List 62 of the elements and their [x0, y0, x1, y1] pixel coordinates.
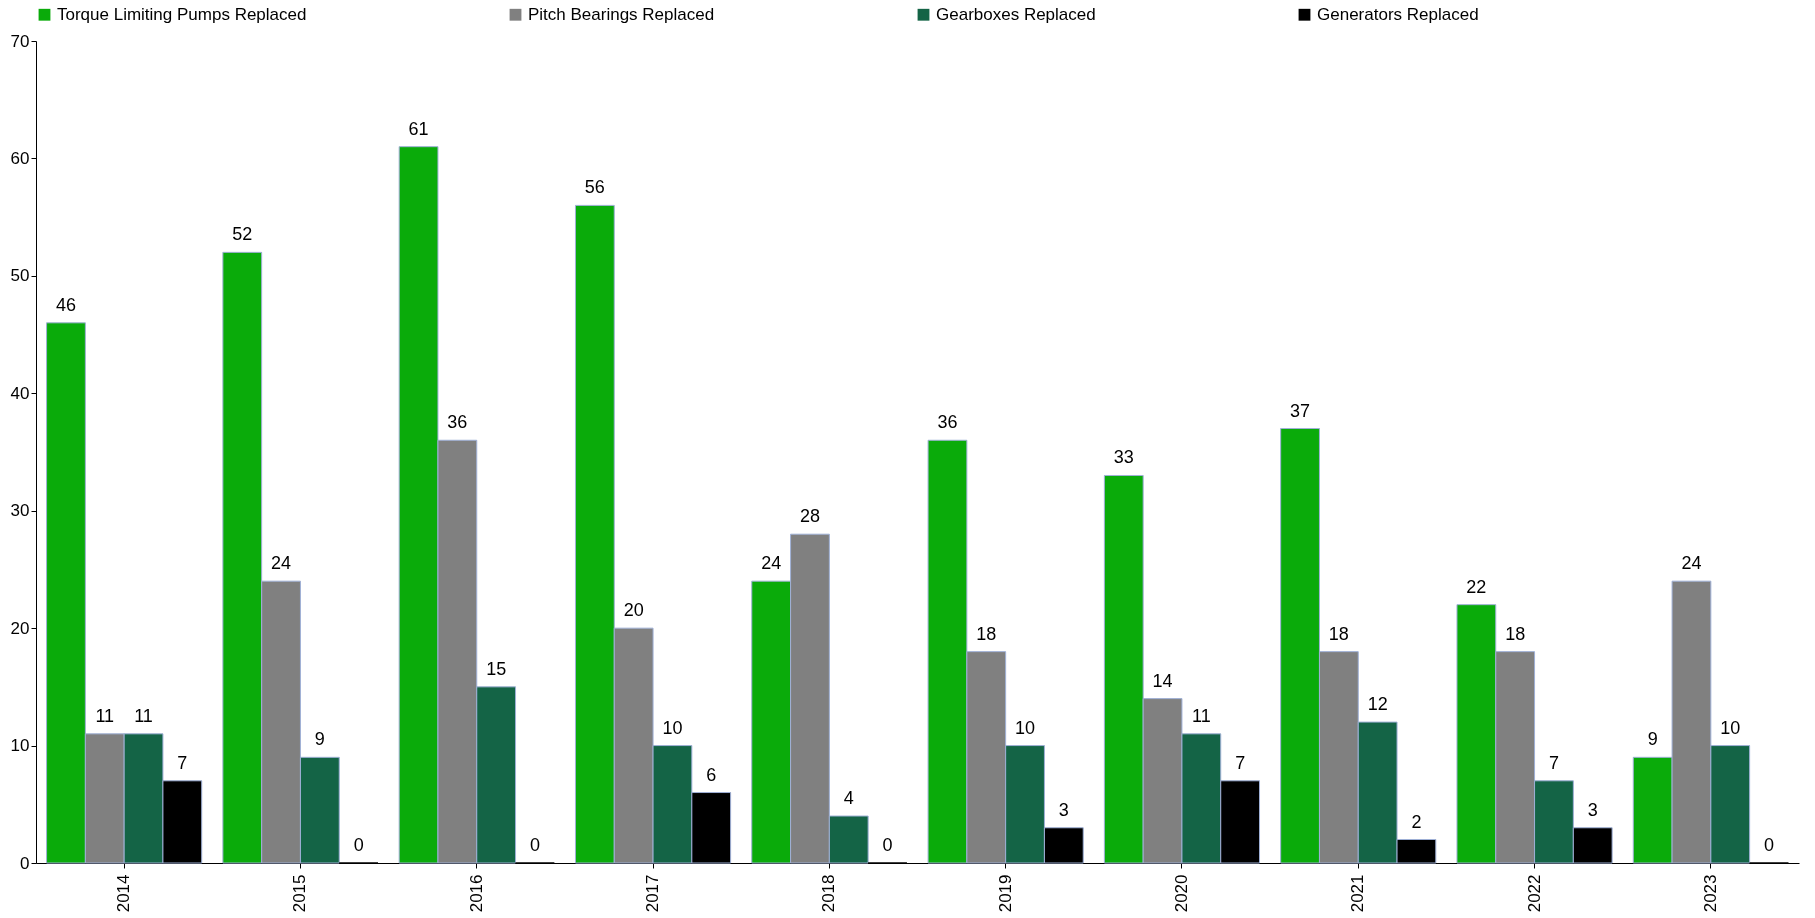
- data-label: 52: [232, 224, 253, 245]
- data-label: 0: [882, 835, 893, 855]
- data-label: 7: [177, 752, 188, 773]
- legend-label: Torque Limiting Pumps Replaced: [57, 4, 307, 24]
- y-tick-label: 10: [10, 736, 30, 756]
- data-label: 0: [1764, 835, 1775, 855]
- x-tick-label: 2021: [1348, 874, 1368, 913]
- data-label: 36: [937, 412, 958, 433]
- x-tick-label: 2016: [466, 874, 486, 913]
- x-tick-label: 2018: [819, 874, 839, 913]
- x-tick-label: 2015: [290, 874, 310, 913]
- data-label: 14: [1152, 670, 1173, 691]
- data-label: 24: [761, 553, 782, 574]
- y-tick-label: 50: [10, 266, 30, 286]
- x-tick-label: 2017: [643, 874, 663, 913]
- data-label: 3: [1587, 799, 1598, 820]
- data-label: 4: [843, 788, 854, 809]
- data-label: 6: [706, 764, 717, 785]
- data-label: 56: [584, 177, 605, 198]
- data-label: 15: [486, 658, 507, 679]
- legend-label: Gearboxes Replaced: [936, 4, 1096, 24]
- data-label: 11: [134, 705, 153, 726]
- data-label: 12: [1367, 694, 1388, 715]
- data-label: 9: [314, 729, 325, 750]
- x-tick-label: 2019: [995, 874, 1015, 913]
- data-label: 20: [623, 600, 644, 621]
- data-label: 2: [1411, 811, 1422, 832]
- data-label: 0: [529, 835, 540, 855]
- data-label: 10: [1015, 717, 1036, 738]
- data-label: 10: [1720, 717, 1741, 738]
- data-label: 9: [1647, 729, 1658, 750]
- data-label: 11: [1192, 705, 1211, 726]
- data-label: 28: [799, 506, 820, 527]
- x-tick-label: 2020: [1171, 874, 1191, 913]
- y-tick-label: 40: [10, 383, 30, 403]
- data-label: 0: [353, 835, 364, 855]
- y-tick-label: 0: [20, 853, 30, 873]
- data-label: 37: [1290, 400, 1311, 421]
- data-label: 18: [1505, 623, 1526, 644]
- data-label: 7: [1235, 752, 1246, 773]
- data-label: 3: [1058, 799, 1069, 820]
- x-tick-label: 2014: [114, 874, 134, 913]
- data-label: 18: [976, 623, 997, 644]
- data-label: 24: [1681, 553, 1702, 574]
- data-label: 22: [1466, 576, 1487, 597]
- x-tick-label: 2023: [1700, 874, 1720, 913]
- legend-label: Generators Replaced: [1317, 4, 1479, 24]
- data-label: 33: [1113, 447, 1134, 468]
- legend-label: Pitch Bearings Replaced: [528, 4, 715, 24]
- y-tick-label: 30: [10, 501, 30, 521]
- y-tick-label: 70: [10, 31, 30, 51]
- data-label: 24: [271, 553, 292, 574]
- data-label: 36: [447, 412, 468, 433]
- data-label: 10: [662, 717, 683, 738]
- data-label: 11: [95, 705, 115, 726]
- data-label: 46: [55, 294, 76, 315]
- y-tick-label: 20: [10, 618, 30, 638]
- data-label: 18: [1328, 623, 1349, 644]
- y-tick-label: 60: [10, 148, 30, 168]
- x-tick-label: 2022: [1524, 874, 1544, 913]
- data-label: 61: [408, 118, 429, 139]
- data-label: 7: [1548, 752, 1559, 773]
